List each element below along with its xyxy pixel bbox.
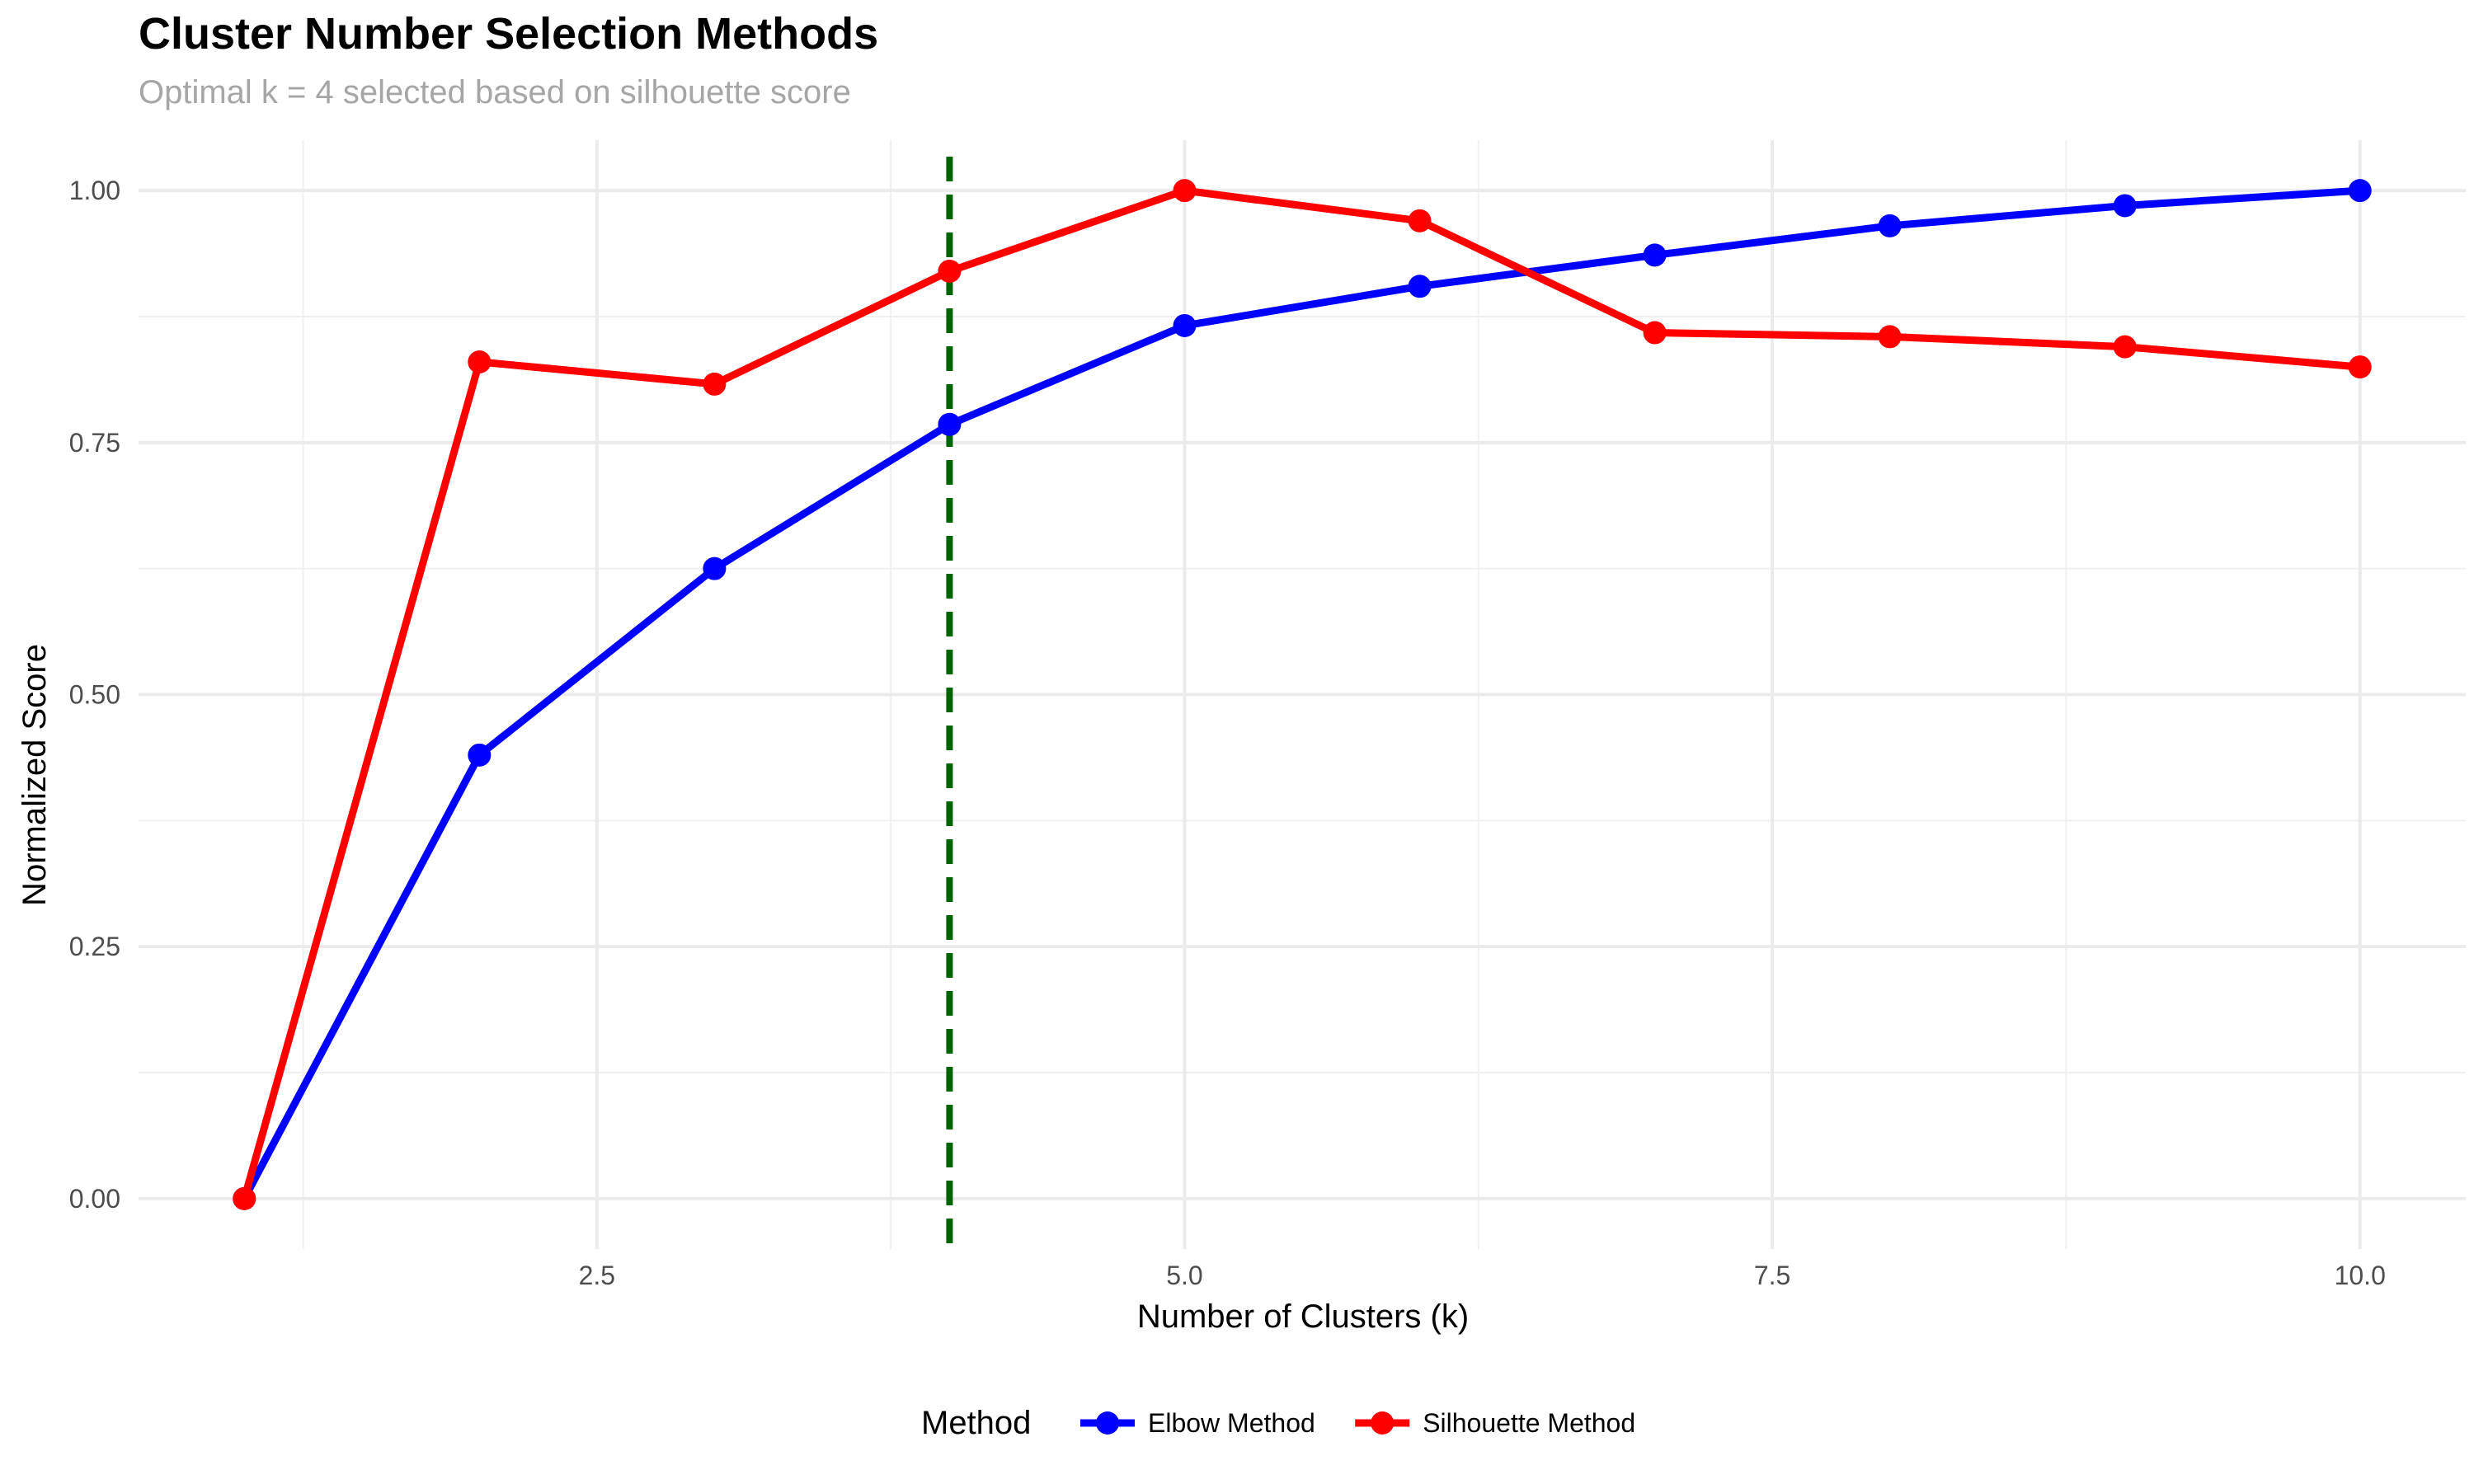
elbow-method-point (2348, 179, 2372, 203)
legend-label-elbow-method: Elbow Method (1148, 1408, 1315, 1438)
legend-swatch-point-elbow-method (1096, 1411, 1119, 1435)
elbow-method-point (1408, 275, 1432, 298)
legend: Method Elbow Method Silhouette Method (921, 1405, 1635, 1441)
x-tick-label: 2.5 (579, 1261, 615, 1290)
y-tick-label: 1.00 (69, 176, 120, 205)
silhouette-method-point (233, 1186, 256, 1210)
elbow-method-point (1643, 243, 1667, 267)
y-tick-label: 0.75 (69, 428, 120, 458)
x-tick-label: 10.0 (2335, 1261, 2386, 1290)
silhouette-method-point (703, 372, 727, 396)
legend-label-silhouette-method: Silhouette Method (1423, 1408, 1635, 1438)
axis-ticks: 2.5 5.0 7.5 10.0 0.00 0.25 0.50 0.75 1.00 (69, 176, 2386, 1290)
silhouette-method-point (2348, 355, 2372, 379)
silhouette-method-point (468, 350, 492, 373)
silhouette-method-point (1173, 179, 1197, 203)
y-axis-label: Normalized Score (16, 644, 53, 906)
y-tick-label: 0.25 (69, 932, 120, 961)
series-lines (240, 186, 2364, 1203)
elbow-method-point (938, 412, 962, 436)
legend-swatch-point-silhouette-method (1371, 1411, 1395, 1435)
y-tick-label: 0.00 (69, 1184, 120, 1214)
elbow-method-point (703, 556, 727, 580)
x-tick-label: 5.0 (1166, 1261, 1202, 1290)
elbow-method-point (1173, 313, 1197, 337)
series-points (233, 179, 2372, 1210)
grid-lines (139, 140, 2466, 1249)
chart-subtitle: Optimal k = 4 selected based on silhouet… (139, 74, 851, 110)
silhouette-method-point (1408, 209, 1432, 232)
silhouette-method-point (2113, 335, 2137, 359)
silhouette-method-point (1643, 321, 1667, 345)
y-tick-label: 0.50 (69, 680, 120, 710)
x-axis-label: Number of Clusters (k) (1137, 1298, 1469, 1335)
elbow-method-point (1878, 214, 1902, 237)
silhouette-method-line (240, 186, 2364, 1203)
chart-title: Cluster Number Selection Methods (139, 9, 879, 59)
elbow-method-point (468, 743, 492, 767)
elbow-method-line (240, 186, 2364, 1203)
silhouette-method-point (938, 259, 962, 283)
elbow-method-point (2113, 194, 2137, 218)
x-tick-label: 7.5 (1754, 1261, 1790, 1290)
legend-title: Method (921, 1405, 1031, 1441)
silhouette-method-point (1878, 325, 1902, 349)
